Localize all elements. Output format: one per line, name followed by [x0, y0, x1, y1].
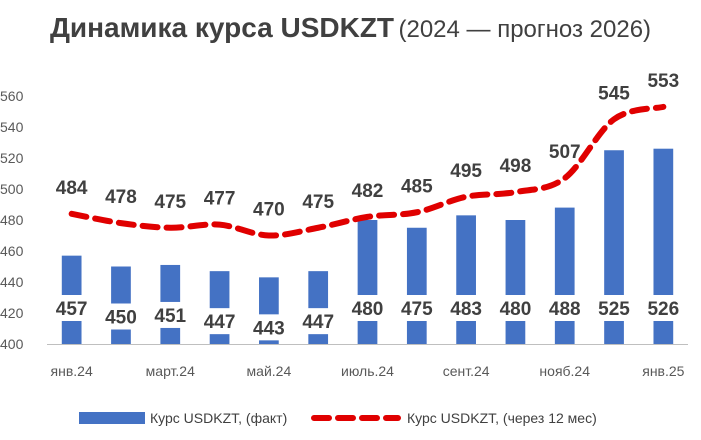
bar-data-label-bg — [197, 308, 242, 335]
forecast-data-label: 470 — [253, 200, 285, 221]
bar-data-label-bg — [493, 295, 538, 321]
bar-data-label: 480 — [500, 299, 532, 320]
x-tick-label: июль.24 — [341, 363, 394, 379]
x-tick-label: сент.24 — [443, 363, 490, 379]
y-tick-label: 540 — [0, 119, 24, 135]
forecast-data-label: 482 — [352, 181, 384, 202]
bar-data-label-bg — [246, 314, 291, 341]
bar-data-label-bg — [49, 295, 94, 321]
y-tick-label: 440 — [0, 274, 24, 290]
forecast-data-label: 484 — [56, 178, 88, 199]
bar-data-label-bg — [641, 295, 686, 321]
legend-label-forecast: Курс USDKZT, (через 12 мес) — [407, 410, 597, 426]
bar-data-label: 447 — [204, 312, 236, 333]
bar-data-label: 488 — [549, 299, 581, 320]
bar-data-label: 525 — [598, 299, 630, 320]
x-tick-label: март.24 — [146, 363, 195, 379]
legend-swatch-fact — [79, 412, 145, 424]
forecast-data-label: 498 — [500, 156, 532, 177]
bar-data-label: 443 — [253, 318, 285, 339]
bar — [505, 220, 526, 344]
bar-data-label-bg — [444, 295, 489, 321]
y-tick-label: 560 — [0, 88, 24, 104]
forecast-data-label: 478 — [105, 187, 137, 208]
bar-data-label: 447 — [302, 312, 334, 333]
forecast-data-label: 495 — [450, 161, 482, 182]
bar-data-label: 480 — [352, 299, 384, 320]
y-tick-label: 500 — [0, 181, 24, 197]
bar-data-label-bg — [345, 295, 390, 321]
chart-title: Динамика курса USDKZT (2024 — прогноз 20… — [0, 12, 701, 44]
forecast-data-label: 507 — [549, 142, 581, 163]
bar — [554, 207, 575, 344]
x-tick-label: янв.24 — [51, 363, 93, 379]
x-tick-label: нояб.24 — [539, 363, 590, 379]
bar-data-label-bg — [394, 295, 439, 321]
chart-title-sub: (2024 — прогноз 2026) — [398, 16, 652, 43]
y-tick-label: 420 — [0, 305, 24, 321]
bar-data-label-bg — [148, 301, 193, 328]
x-tick-label: май.24 — [247, 363, 292, 379]
bar-data-label-bg — [296, 308, 341, 335]
bar-data-label: 483 — [450, 299, 482, 320]
bar-data-label: 451 — [154, 306, 186, 327]
x-tick-label: янв.25 — [642, 363, 684, 379]
forecast-data-label: 553 — [647, 71, 679, 92]
forecast-data-label: 485 — [401, 176, 433, 197]
forecast-data-label: 545 — [598, 83, 630, 104]
y-tick-label: 400 — [0, 336, 24, 352]
chart-title-main: Динамика курса USDKZT — [49, 12, 395, 43]
bar — [456, 215, 476, 344]
y-tick-label: 520 — [0, 150, 24, 166]
y-tick-label: 480 — [0, 212, 24, 228]
y-tick-label: 460 — [0, 243, 24, 259]
forecast-data-label: 475 — [302, 192, 334, 213]
bar-data-label: 457 — [56, 299, 88, 320]
bar-data-label: 450 — [105, 308, 137, 329]
forecast-data-label: 475 — [154, 192, 186, 213]
forecast-data-label: 477 — [204, 189, 236, 210]
forecast-line — [68, 103, 667, 239]
bar-data-label-bg — [98, 303, 143, 330]
bar — [406, 227, 427, 344]
bar — [357, 220, 378, 344]
bar-data-label-bg — [542, 295, 587, 321]
bar-data-label: 526 — [647, 299, 679, 320]
legend-label-fact: Курс USDKZT, (факт) — [150, 410, 287, 426]
bar-data-label: 475 — [401, 299, 433, 320]
bar-data-label-bg — [592, 295, 637, 321]
